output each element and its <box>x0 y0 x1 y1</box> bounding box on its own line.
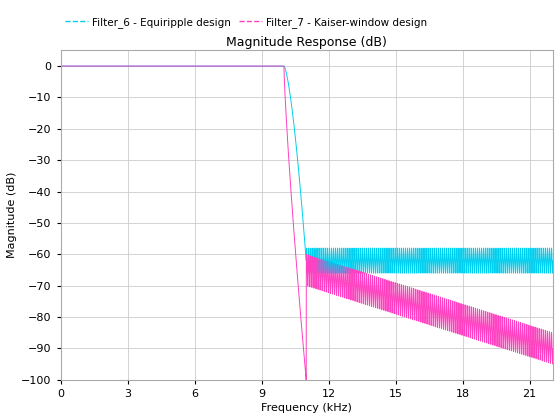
Filter_6 - Equiripple design <box>348 246 355 251</box>
X-axis label: Frequency (kHz): Frequency (kHz) <box>262 403 352 413</box>
Title: Magnitude Response (dB): Magnitude Response (dB) <box>226 36 387 49</box>
Filter_6 - Equiripple design <box>449 268 455 273</box>
Filter_7 - Kaiser-window design <box>349 266 356 271</box>
Filter_7 - Kaiser-window design <box>370 304 377 309</box>
Filter_6 - Equiripple design <box>422 253 429 258</box>
Filter_6 - Equiripple design <box>370 269 377 274</box>
Filter_7 - Kaiser-window design <box>57 63 64 68</box>
Legend: Filter_6 - Equiripple design, Filter_7 - Kaiser-window design: Filter_6 - Equiripple design, Filter_7 -… <box>61 13 432 32</box>
Filter_6 - Equiripple design <box>82 63 88 68</box>
Filter_6 - Equiripple design <box>235 63 242 68</box>
Filter_7 - Kaiser-window design <box>422 297 429 302</box>
Filter_7 - Kaiser-window design <box>82 63 88 68</box>
Filter_7 - Kaiser-window design <box>235 63 242 68</box>
Filter_7 - Kaiser-window design <box>550 346 557 351</box>
Filter_6 - Equiripple design <box>531 270 538 276</box>
Filter_7 - Kaiser-window design <box>303 377 310 382</box>
Filter_6 - Equiripple design <box>550 258 557 263</box>
Filter_6 - Equiripple design <box>57 63 64 68</box>
Y-axis label: Magnitude (dB): Magnitude (dB) <box>7 172 17 258</box>
Line: Filter_6 - Equiripple design: Filter_6 - Equiripple design <box>60 66 553 273</box>
Line: Filter_7 - Kaiser-window design: Filter_7 - Kaiser-window design <box>60 66 553 380</box>
Filter_7 - Kaiser-window design <box>449 325 455 330</box>
